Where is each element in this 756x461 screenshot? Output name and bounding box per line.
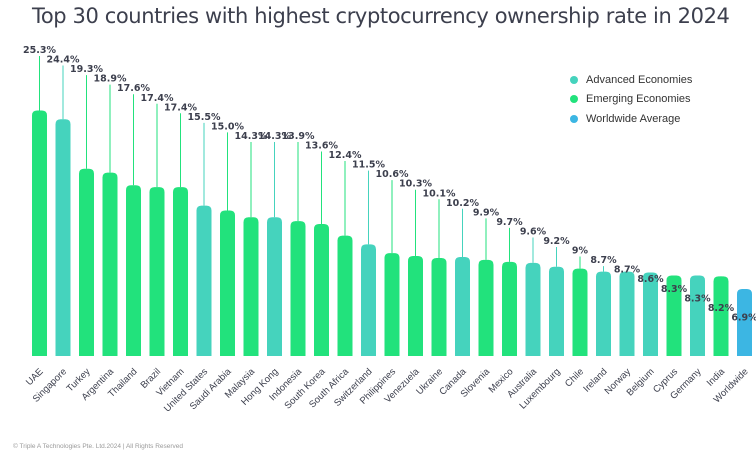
bar-malaysia xyxy=(243,217,259,356)
bar-vietnam xyxy=(173,187,188,356)
value-label-chile: 9% xyxy=(572,246,589,257)
value-label-ireland: 8.7% xyxy=(590,255,617,266)
value-label-slovenia: 9.9% xyxy=(473,207,500,218)
bar-south-korea xyxy=(314,224,329,356)
value-label-belgium: 8.6% xyxy=(637,274,664,285)
bar-mexico xyxy=(502,261,517,356)
value-label-south-africa: 12.4% xyxy=(329,150,362,161)
value-label-worldwide: 6.9% xyxy=(731,312,756,323)
bar-brazil xyxy=(149,187,165,356)
bar-belgium xyxy=(643,272,658,356)
value-label-turkey: 19.3% xyxy=(70,64,103,75)
value-label-saudi-arabia: 15.0% xyxy=(211,121,244,132)
value-label-philippines: 10.6% xyxy=(376,169,409,180)
value-label-united-states: 15.5% xyxy=(188,112,221,123)
legend-swatch-emerging xyxy=(570,95,578,104)
bar-uae xyxy=(32,110,47,356)
bar-singapore xyxy=(55,119,71,356)
bar-hong-kong xyxy=(267,217,282,356)
copyright-footer: © Triple A Technologies Pte. Ltd.2024 | … xyxy=(13,443,184,450)
value-label-switzerland: 11.5% xyxy=(352,160,385,171)
bar-philippines xyxy=(384,253,400,356)
legend-item-worldwide: Worldwide Average xyxy=(570,109,692,129)
bar-luxembourg xyxy=(549,266,564,356)
legend-swatch-advanced xyxy=(570,75,578,84)
value-label-mexico: 9.7% xyxy=(496,217,523,228)
legend: Advanced Economies Emerging Economies Wo… xyxy=(570,70,692,129)
bar-india xyxy=(713,276,729,356)
value-label-luxembourg: 9.2% xyxy=(543,236,570,247)
value-label-argentina: 18.9% xyxy=(94,74,127,85)
bars-group xyxy=(32,110,752,356)
value-label-germany: 8.3% xyxy=(684,293,711,304)
value-label-australia: 9.6% xyxy=(520,226,547,237)
value-label-malaysia: 14.3% xyxy=(235,131,268,142)
bar-ukraine xyxy=(431,257,447,356)
value-label-norway: 8.7% xyxy=(614,265,641,276)
value-label-india: 8.2% xyxy=(708,303,735,314)
bar-chile xyxy=(572,268,588,356)
bar-united-states xyxy=(196,205,212,356)
bar-switzerland xyxy=(361,244,376,356)
bar-thailand xyxy=(126,185,141,356)
category-labels-group: UAESingaporeTurkeyArgentinaThailandBrazi… xyxy=(24,366,751,415)
legend-swatch-worldwide xyxy=(570,114,578,123)
value-label-thailand: 17.6% xyxy=(117,83,150,94)
bar-ireland xyxy=(596,271,611,356)
legend-label-worldwide: Worldwide Average xyxy=(586,112,681,125)
legend-item-advanced: Advanced Economies xyxy=(570,70,692,90)
bar-cyprus xyxy=(666,275,682,356)
bar-australia xyxy=(525,262,541,356)
value-label-singapore: 24.4% xyxy=(47,55,80,66)
bar-canada xyxy=(455,257,470,356)
value-label-brazil: 17.4% xyxy=(141,93,174,104)
bar-norway xyxy=(619,271,635,356)
value-label-canada: 10.2% xyxy=(446,198,479,209)
bar-venezuela xyxy=(408,256,423,356)
bar-argentina xyxy=(102,172,118,356)
bar-saudi-arabia xyxy=(220,210,235,356)
bar-slovenia xyxy=(478,259,494,356)
value-label-uae: 25.3% xyxy=(23,45,56,56)
value-labels-group: 25.3%24.4%19.3%18.9%17.6%17.4%17.4%15.5%… xyxy=(23,45,756,323)
bar-turkey xyxy=(79,168,94,356)
value-label-indonesia: 13.9% xyxy=(282,131,315,142)
bar-indonesia xyxy=(290,221,306,356)
chart-title: Top 30 countries with highest cryptocurr… xyxy=(32,4,730,28)
value-label-venezuela: 10.3% xyxy=(399,179,432,190)
value-label-cyprus: 8.3% xyxy=(661,284,688,295)
legend-item-emerging: Emerging Economies xyxy=(570,90,692,110)
bar-south-africa xyxy=(337,235,353,356)
value-label-vietnam: 17.4% xyxy=(164,102,197,113)
leader-lines-group xyxy=(39,56,745,324)
legend-label-emerging: Emerging Economies xyxy=(586,93,691,106)
value-label-ukraine: 10.1% xyxy=(423,188,456,199)
value-label-south-korea: 13.6% xyxy=(305,141,338,152)
legend-label-advanced: Advanced Economies xyxy=(586,73,693,86)
bar-germany xyxy=(690,275,705,356)
value-label-hong-kong: 14.3% xyxy=(258,131,291,142)
